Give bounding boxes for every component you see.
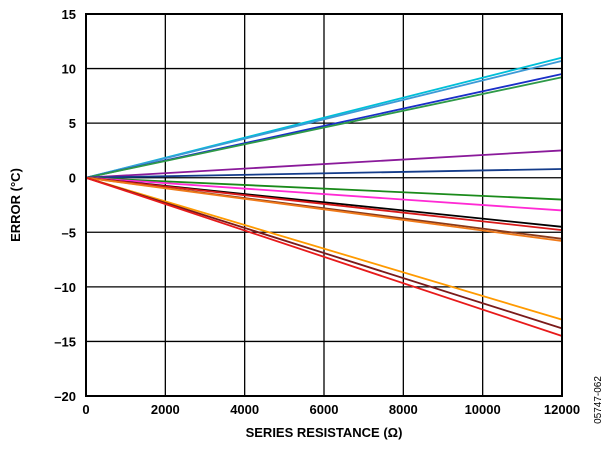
y-tick-label: 10 bbox=[62, 62, 76, 77]
y-tick-label: 0 bbox=[69, 171, 76, 186]
series-line-5 bbox=[85, 149, 563, 179]
series-line-15 bbox=[85, 176, 563, 337]
x-tick-label: 6000 bbox=[310, 402, 339, 417]
y-tick-label: –20 bbox=[54, 389, 76, 404]
series-line-12 bbox=[85, 176, 563, 242]
x-tick-labels: 0 2000 4000 6000 8000 10000 12000 bbox=[82, 402, 580, 417]
y-tick-labels: 15 10 5 0 –5 –10 –15 –20 bbox=[54, 7, 76, 404]
series-line-2 bbox=[85, 60, 563, 179]
series-line-6 bbox=[85, 168, 563, 179]
figure-id: 05747-062 bbox=[593, 376, 604, 424]
series-line-14 bbox=[85, 176, 563, 330]
x-tick-label: 10000 bbox=[465, 402, 501, 417]
y-axis-title: ERROR (°C) bbox=[8, 168, 23, 242]
y-tick-label: –10 bbox=[54, 280, 76, 295]
series-line-10 bbox=[85, 176, 563, 231]
x-tick-label: 12000 bbox=[544, 402, 580, 417]
x-tick-label: 4000 bbox=[230, 402, 259, 417]
series-line-4 bbox=[85, 76, 563, 179]
x-tick-label: 8000 bbox=[389, 402, 418, 417]
series-line-8 bbox=[85, 176, 563, 212]
series-line-7 bbox=[85, 176, 563, 201]
x-tick-label: 0 bbox=[82, 402, 89, 417]
y-tick-label: –15 bbox=[54, 334, 76, 349]
y-tick-label: –5 bbox=[62, 225, 76, 240]
plot-frame bbox=[85, 13, 563, 397]
x-axis-title: SERIES RESISTANCE (Ω) bbox=[246, 425, 403, 440]
y-tick-label: 15 bbox=[62, 7, 76, 22]
series-lines bbox=[85, 56, 563, 337]
y-tick-label: 5 bbox=[69, 116, 76, 131]
series-line-13 bbox=[85, 176, 563, 321]
x-tick-label: 2000 bbox=[151, 402, 180, 417]
